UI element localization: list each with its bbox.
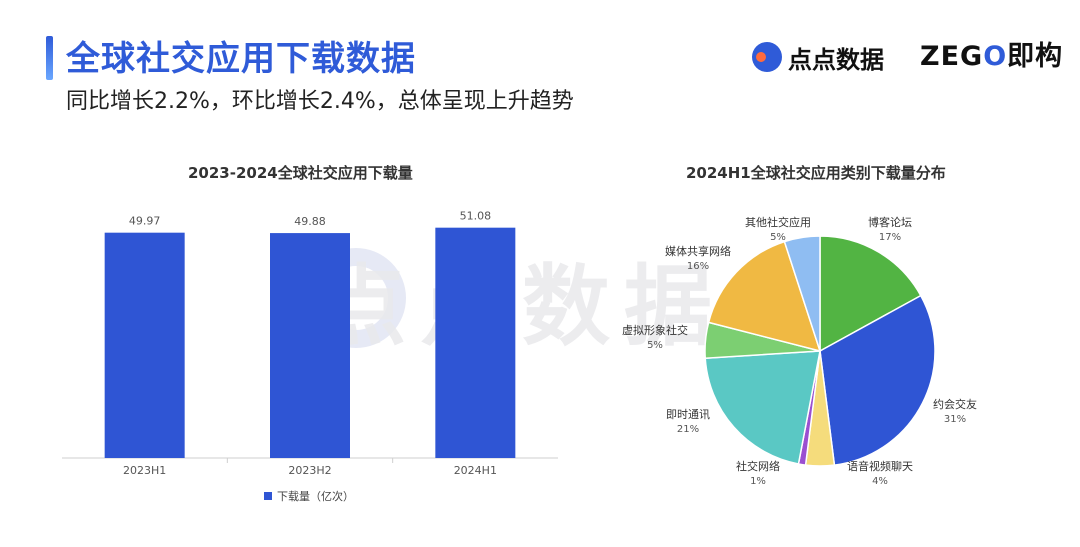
bar-2023H1 <box>104 232 185 458</box>
pie-slice-其他社交应用 <box>783 235 821 352</box>
pie-pct-label: 21% <box>677 424 699 435</box>
pie-pct-label: 1% <box>750 476 766 487</box>
bar-value-label: 49.97 <box>129 215 161 228</box>
pie-label: 虚拟形象社交 <box>622 323 688 337</box>
pie-pct-label: 16% <box>687 261 709 272</box>
pie-pct-label: 17% <box>879 232 901 243</box>
x-tick-label: 2023H2 <box>288 464 331 477</box>
pie-label: 即时通讯 <box>666 408 710 421</box>
pie-label: 博客论坛 <box>868 215 912 229</box>
pie-label: 媒体共享网络 <box>665 244 731 258</box>
x-tick-label: 2024H1 <box>454 464 497 477</box>
page-title: 全球社交应用下载数据 <box>66 39 416 79</box>
page-subtitle: 同比增长2.2%，环比增长2.4%，总体呈现上升趋势 <box>66 89 574 114</box>
pie-slice-博客论坛 <box>819 235 922 353</box>
bar-chart-legend: 下载量（亿次） <box>264 488 354 504</box>
pie-pct-label: 4% <box>872 476 888 487</box>
pie-label: 约会交友 <box>933 397 977 411</box>
pie-slice-约会交友 <box>819 294 936 466</box>
legend-label: 下载量（亿次） <box>277 490 354 503</box>
pie-label: 语音视频聊天 <box>847 459 913 473</box>
zego-logo-prefix: ZEG <box>920 41 984 72</box>
pie-label: 社交网络 <box>736 459 780 473</box>
pie-label: 其他社交应用 <box>745 215 811 229</box>
pie-slice-即时通讯 <box>704 350 821 465</box>
bar-value-label: 49.88 <box>294 215 326 228</box>
title-accent-bar <box>46 36 53 80</box>
pie-pct-label: 31% <box>944 414 966 425</box>
legend-swatch <box>264 492 272 500</box>
pie-chart-title: 2024H1全球社交应用类别下载量分布 <box>686 164 946 182</box>
pie-slice-媒体共享网络 <box>707 240 822 353</box>
bar-2023H2 <box>270 233 350 458</box>
pie-pct-label: 5% <box>647 340 663 351</box>
zego-logo-suffix: 即构 <box>1007 41 1064 72</box>
pie-pct-label: 5% <box>770 232 786 243</box>
zego-logo-o: O <box>983 41 1008 72</box>
diandian-logo: 点点数据 <box>752 40 884 74</box>
bar-value-label: 51.08 <box>460 210 492 223</box>
bar-2024H1 <box>435 227 516 458</box>
diandian-brand-name: 点点数据 <box>788 45 884 74</box>
zego-logo: ZEGO即构 <box>920 40 1063 74</box>
x-tick-label: 2023H1 <box>123 464 166 477</box>
diandian-logo-icon <box>752 42 782 72</box>
bar-chart-title: 2023-2024全球社交应用下载量 <box>188 164 413 182</box>
